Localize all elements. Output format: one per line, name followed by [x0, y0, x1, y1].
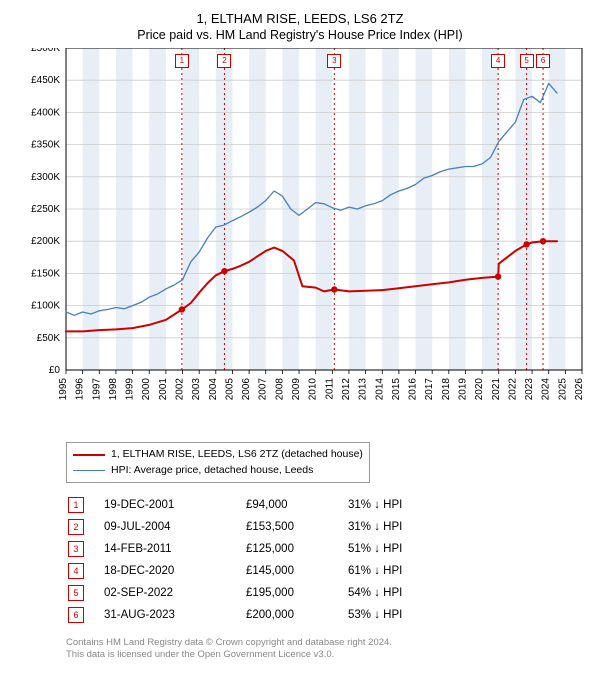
svg-text:2006: 2006	[241, 378, 252, 401]
event-diff: 54% ↓ HPI	[348, 583, 402, 603]
title-line2: Price paid vs. HM Land Registry's House …	[14, 28, 586, 42]
attribution-line: Contains HM Land Registry data © Crown c…	[66, 637, 586, 649]
svg-text:2019: 2019	[457, 378, 468, 401]
svg-text:£200K: £200K	[31, 236, 60, 247]
event-row: 3 14-FEB-2011£125,00051% ↓ HPI	[68, 539, 402, 559]
svg-text:£400K: £400K	[31, 108, 60, 119]
event-diff: 31% ↓ HPI	[348, 495, 402, 515]
event-price: £200,000	[246, 605, 346, 625]
svg-text:£100K: £100K	[31, 301, 60, 312]
svg-text:2023: 2023	[524, 378, 535, 401]
svg-text:£150K: £150K	[31, 269, 60, 280]
svg-text:2009: 2009	[291, 378, 302, 401]
event-row: 5 02-SEP-2022£195,00054% ↓ HPI	[68, 583, 402, 603]
event-date: 14-FEB-2011	[104, 539, 244, 559]
svg-text:£50K: £50K	[37, 333, 61, 344]
event-row: 4 18-DEC-2020£145,00061% ↓ HPI	[68, 561, 402, 581]
legend-item: 1, ELTHAM RISE, LEEDS, LS6 2TZ (detached…	[73, 447, 363, 463]
event-diff: 61% ↓ HPI	[348, 561, 402, 581]
event-row: 1 19-DEC-2001£94,00031% ↓ HPI	[68, 495, 402, 515]
event-marker: 6	[68, 607, 84, 623]
event-price: £195,000	[246, 583, 346, 603]
svg-text:2018: 2018	[441, 378, 452, 401]
attribution: Contains HM Land Registry data © Crown c…	[66, 637, 586, 662]
legend-swatch	[73, 454, 105, 456]
event-date: 02-SEP-2022	[104, 583, 244, 603]
event-date: 19-DEC-2001	[104, 495, 244, 515]
legend: 1, ELTHAM RISE, LEEDS, LS6 2TZ (detached…	[66, 442, 370, 483]
legend-label: HPI: Average price, detached house, Leed…	[111, 463, 313, 479]
svg-text:2004: 2004	[208, 378, 219, 401]
event-date: 31-AUG-2023	[104, 605, 244, 625]
chart-event-marker: 2	[217, 54, 231, 68]
svg-text:2012: 2012	[341, 378, 352, 401]
svg-text:2026: 2026	[574, 378, 585, 401]
svg-text:2002: 2002	[175, 378, 186, 401]
svg-text:1999: 1999	[125, 378, 136, 401]
svg-text:2013: 2013	[358, 378, 369, 401]
event-price: £153,500	[246, 517, 346, 537]
svg-text:2024: 2024	[541, 378, 552, 401]
event-diff: 53% ↓ HPI	[348, 605, 402, 625]
legend-item: HPI: Average price, detached house, Leed…	[73, 463, 363, 479]
svg-text:2020: 2020	[474, 378, 485, 401]
event-price: £145,000	[246, 561, 346, 581]
event-date: 18-DEC-2020	[104, 561, 244, 581]
svg-text:2001: 2001	[158, 378, 169, 401]
event-marker: 1	[68, 497, 84, 513]
event-diff: 31% ↓ HPI	[348, 517, 402, 537]
chart-area: £0 £50K £100K £150K £200K £250K £300K £350K £400…	[14, 48, 586, 438]
chart-event-marker: 3	[327, 54, 341, 68]
svg-text:2003: 2003	[191, 378, 202, 401]
event-marker: 2	[68, 519, 84, 535]
svg-text:2025: 2025	[557, 378, 568, 401]
legend-label: 1, ELTHAM RISE, LEEDS, LS6 2TZ (detached…	[111, 447, 363, 463]
event-marker: 3	[68, 541, 84, 557]
svg-text:£450K: £450K	[31, 75, 60, 86]
svg-text:1997: 1997	[91, 378, 102, 401]
svg-text:2022: 2022	[507, 378, 518, 401]
svg-text:2016: 2016	[408, 378, 419, 401]
event-price: £94,000	[246, 495, 346, 515]
chart-event-marker: 4	[491, 54, 505, 68]
chart-event-marker: 6	[536, 54, 550, 68]
event-marker: 4	[68, 563, 84, 579]
event-row: 6 31-AUG-2023£200,00053% ↓ HPI	[68, 605, 402, 625]
svg-text:2007: 2007	[258, 378, 269, 401]
svg-text:£500K: £500K	[31, 48, 60, 54]
svg-text:2008: 2008	[274, 378, 285, 401]
event-row: 2 09-JUL-2004£153,50031% ↓ HPI	[68, 517, 402, 537]
svg-text:£300K: £300K	[31, 172, 60, 183]
event-price: £125,000	[246, 539, 346, 559]
svg-text:1995: 1995	[58, 378, 69, 401]
svg-text:2014: 2014	[374, 378, 385, 401]
chart-svg: £0 £50K £100K £150K £200K £250K £300K £350K £400…	[14, 48, 586, 438]
svg-text:2010: 2010	[308, 378, 319, 401]
svg-text:2005: 2005	[224, 378, 235, 401]
chart-event-marker: 5	[520, 54, 534, 68]
svg-text:£0: £0	[49, 365, 61, 376]
event-date: 09-JUL-2004	[104, 517, 244, 537]
events-table: 1 19-DEC-2001£94,00031% ↓ HPI 2 09-JUL-2004…	[66, 493, 404, 627]
event-marker: 5	[68, 585, 84, 601]
svg-text:2011: 2011	[324, 378, 335, 400]
event-diff: 51% ↓ HPI	[348, 539, 402, 559]
chart-event-marker: 1	[175, 54, 189, 68]
title-line1: 1, ELTHAM RISE, LEEDS, LS6 2TZ	[14, 10, 586, 28]
svg-text:£250K: £250K	[31, 204, 60, 215]
svg-text:2021: 2021	[491, 378, 502, 401]
svg-text:2000: 2000	[141, 378, 152, 401]
svg-text:1996: 1996	[75, 378, 86, 401]
svg-text:£350K: £350K	[31, 140, 60, 151]
legend-swatch	[73, 470, 105, 471]
svg-text:2015: 2015	[391, 378, 402, 401]
attribution-line: This data is licensed under the Open Gov…	[66, 649, 586, 661]
svg-text:1998: 1998	[108, 378, 119, 401]
svg-text:2017: 2017	[424, 378, 435, 401]
